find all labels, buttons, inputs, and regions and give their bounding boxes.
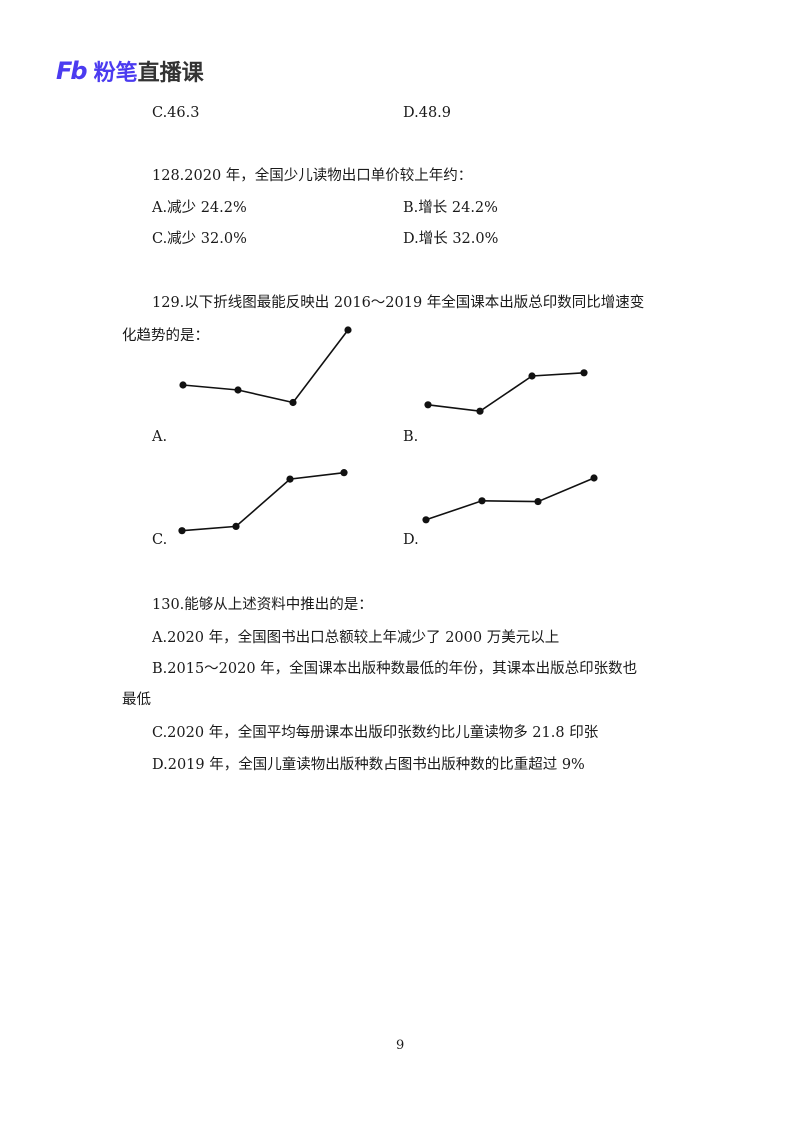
q127-option-d: D.48.9 [403,105,452,121]
chart-C-point-2 [232,522,240,531]
chart-D-point-1 [422,516,430,524]
chart-C-point-3 [286,475,294,483]
q128-option-b: B.增长 24.2% [403,200,498,216]
chart-A-line [182,329,349,404]
chart-A-point-4 [344,326,352,334]
q129-label-c: C. [152,532,168,548]
q129-label-d: D. [403,532,419,548]
chart-D-point-2 [478,497,486,505]
chart-A-point-3 [289,398,297,407]
chart-D-point-4 [590,474,598,482]
q130-question: 130.能够从上述资料中推出的是： [152,597,373,613]
chart-C-point-1 [178,527,186,535]
q127-option-c: C.46.3 [152,105,200,121]
q130-option-b-cont: 最低 [122,692,151,708]
q130-option-a: A.2020 年，全国图书出口总额较上年减少了 2000 万美元以上 [152,630,560,646]
logo-mark: Fb [56,57,88,85]
q128-question: 128.2020 年，全国少儿读物出口单价较上年约： [152,168,473,184]
q128-option-a: A.减少 24.2% [152,200,247,216]
chart-D-point-3 [534,497,542,506]
q130-option-b: B.2015～2020 年，全国课本出版种数最低的年份，其课本出版总印张数也 [152,661,638,677]
chart-B-point-4 [580,369,588,377]
page-number: 9 [396,1038,405,1053]
chart-C-line [181,471,345,532]
chart-C-point-4 [340,469,348,477]
chart-B-point-2 [476,407,484,415]
q128-option-d: D.增长 32.0% [403,231,499,247]
chart-B-point-1 [424,401,432,409]
chart-D-line [425,477,595,521]
q129-question: 129.以下折线图最能反映出 2016～2019 年全国课本出版总印数同比增速变 [152,295,645,311]
logo-text: 直播课 [137,61,204,86]
q130-option-d: D.2019 年，全国儿童读物出版种数占图书出版种数的比重超过 9% [152,757,585,773]
logo-text-accent: 粉笔 [93,61,138,86]
chart-B-line [427,372,585,413]
q129-label-b: B. [403,429,419,445]
brand-logo: Fb 粉笔直播课 [56,55,204,87]
chart-A-point-1 [179,381,187,389]
chart-A-point-2 [234,386,242,394]
q129-label-a: A. [152,429,168,445]
q128-option-c: C.减少 32.0% [152,231,247,247]
chart-B-point-3 [528,372,536,380]
q130-option-c: C.2020 年，全国平均每册课本出版印张数约比儿童读物多 21.8 印张 [152,725,599,741]
q129-question-cont: 化趋势的是： [122,328,209,344]
